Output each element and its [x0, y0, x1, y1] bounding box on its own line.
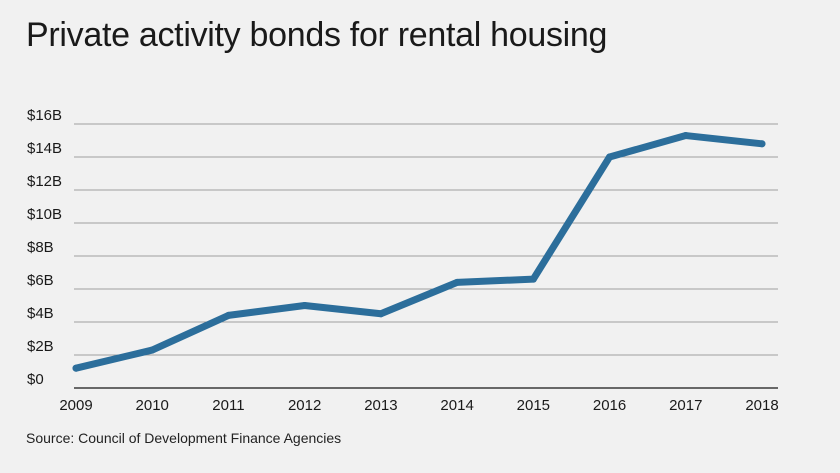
- data-point: [148, 346, 156, 354]
- x-tick-label: 2016: [593, 397, 626, 414]
- data-point: [377, 310, 385, 318]
- x-tick-label: 2012: [288, 397, 321, 414]
- x-tick-label: 2017: [669, 397, 702, 414]
- gridlines: [74, 123, 778, 356]
- y-tick-label: $12B: [27, 173, 62, 190]
- x-tick-label: 2018: [745, 397, 778, 414]
- x-tick-label: 2013: [364, 397, 397, 414]
- data-point: [453, 278, 461, 286]
- source-note: Source: Council of Development Finance A…: [26, 430, 342, 446]
- data-point: [682, 132, 690, 140]
- series-line: [72, 132, 766, 372]
- data-point: [301, 302, 309, 309]
- x-tick-label: 2011: [212, 397, 244, 414]
- data-point: [72, 364, 80, 372]
- data-point: [529, 275, 537, 283]
- y-axis-tick-labels: $0 $2B $4B $6B $8B $10B $12B $14B $16B: [27, 107, 62, 388]
- y-tick-label: $6B: [27, 272, 54, 289]
- x-tick-label: 2014: [440, 397, 473, 414]
- y-tick-label: $10B: [27, 206, 62, 223]
- x-tick-label: 2015: [517, 397, 550, 414]
- y-tick-label: $4B: [27, 305, 54, 322]
- y-tick-label: $16B: [27, 107, 62, 124]
- data-point: [758, 140, 766, 148]
- data-series: [72, 132, 766, 372]
- y-tick-label: $8B: [27, 239, 54, 256]
- x-tick-label: 2010: [136, 397, 169, 414]
- y-tick-label: $2B: [27, 338, 54, 355]
- data-point: [606, 153, 614, 161]
- x-tick-label: 2009: [59, 397, 92, 414]
- x-axis-tick-labels: 2009 2010 2011 2012 2013 2014 2015 2016 2017 2018: [59, 397, 778, 414]
- y-tick-label: $14B: [27, 140, 62, 157]
- y-tick-label: $0: [27, 371, 44, 388]
- data-point: [224, 311, 232, 319]
- chart-title: Private activity bonds for rental housin…: [26, 16, 608, 54]
